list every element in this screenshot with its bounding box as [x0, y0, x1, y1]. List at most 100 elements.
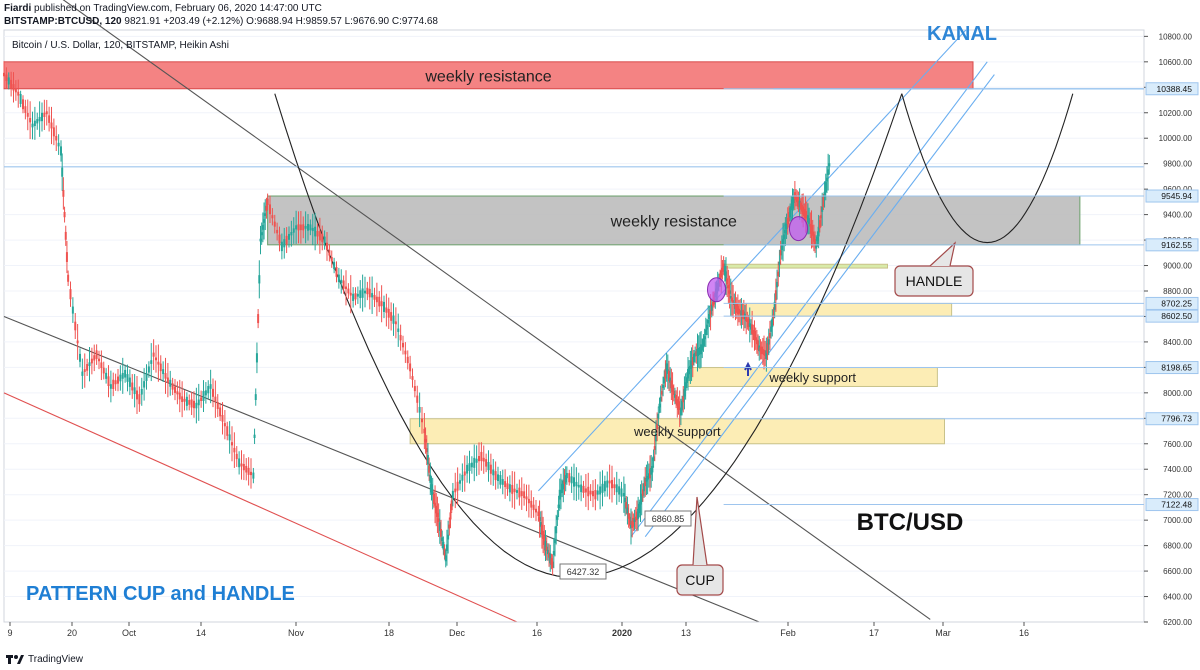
candle-body [626, 507, 629, 514]
candle-body [746, 319, 749, 323]
candle-body [726, 278, 729, 285]
candle-body [692, 353, 695, 362]
zone-rect [267, 195, 1081, 246]
candle-body [797, 197, 800, 207]
price-callout-box [644, 510, 692, 527]
candle-body [36, 119, 39, 124]
candle-body [33, 120, 36, 126]
candle-body [200, 397, 203, 401]
candle-body [785, 223, 788, 229]
candle-body [759, 347, 762, 352]
candle-body [792, 196, 795, 204]
candle-body [651, 466, 654, 473]
candle-body [660, 391, 663, 395]
candle-body [347, 288, 350, 294]
candle-body [789, 207, 792, 218]
candle-body [592, 491, 594, 497]
candle-body [696, 348, 699, 357]
candle-body [650, 468, 653, 475]
candle-body [41, 112, 43, 122]
candle-body [804, 211, 807, 219]
candle-body [559, 489, 562, 494]
candle-body [62, 189, 65, 197]
candle-body [748, 323, 751, 327]
candle-body [444, 555, 447, 562]
candle-body [711, 301, 714, 306]
candle-body [359, 290, 362, 299]
candle-body [297, 224, 300, 231]
candle-body [633, 518, 636, 522]
price-tag-box [1145, 296, 1199, 310]
candle-body [333, 261, 336, 270]
candle-body [635, 511, 638, 521]
candle-body [599, 486, 602, 495]
candle-body [100, 362, 103, 369]
candle-body [228, 434, 231, 441]
candle-body [825, 177, 828, 182]
candle-body [43, 112, 46, 118]
candle-body [537, 511, 540, 517]
price-tick-label: 8000.00 [1163, 389, 1192, 398]
candle-body [589, 490, 592, 495]
candle-body [24, 106, 27, 113]
candle-body [207, 386, 210, 394]
candle-body [548, 552, 551, 558]
candle-body [580, 484, 583, 493]
candle-body [107, 376, 110, 386]
candle-body [682, 396, 685, 403]
candle-body [166, 377, 169, 383]
time-tick-label: Oct [122, 628, 137, 638]
candle-body [436, 512, 439, 517]
candle-body [14, 88, 17, 93]
candle-body [402, 342, 404, 348]
candle-body [235, 453, 238, 460]
candle-body [698, 347, 701, 354]
time-tick-label: 17 [869, 628, 879, 638]
candle-body [722, 263, 725, 268]
candle-body [671, 385, 674, 392]
candle-body [795, 195, 798, 201]
time-tick-label: Mar [935, 628, 951, 638]
candle-body [117, 376, 119, 384]
candle-body [810, 225, 813, 234]
candle-body [140, 389, 143, 395]
candle-body [302, 224, 305, 231]
candle-body [809, 223, 812, 227]
candle-body [805, 214, 808, 219]
candle-body [162, 369, 165, 375]
candle-body [83, 369, 86, 372]
candle-body [361, 288, 364, 298]
candle-body [114, 380, 117, 385]
candle-body [26, 112, 29, 117]
candle-body [443, 548, 446, 556]
footer-brand[interactable]: TradingView [28, 653, 84, 665]
candle-body [371, 293, 374, 298]
candle-body [411, 376, 414, 380]
candle-body [150, 360, 153, 364]
candle-body [86, 364, 89, 371]
candle-body [791, 199, 794, 209]
price-tag-label: 8198.65 [1161, 363, 1192, 373]
author-name[interactable]: Fiardi [4, 3, 32, 14]
candle-body [478, 456, 480, 462]
candle-body [535, 508, 537, 513]
candle-body [564, 475, 567, 483]
candle-body [611, 479, 613, 489]
candle-body [428, 465, 431, 473]
candle-body [416, 395, 419, 403]
candle-body [385, 307, 388, 313]
candle-body [159, 363, 162, 372]
candle-body [10, 79, 13, 89]
candle-body [504, 481, 507, 488]
candle-body [497, 474, 499, 482]
candle-body [219, 407, 222, 417]
candle-body [828, 163, 831, 167]
candle-body [662, 384, 665, 388]
candle-body [767, 339, 770, 345]
candle-body [451, 490, 454, 499]
candle-body [552, 551, 555, 556]
candle-body [518, 487, 521, 498]
candle-body [703, 336, 706, 340]
marker-circle [788, 216, 808, 242]
